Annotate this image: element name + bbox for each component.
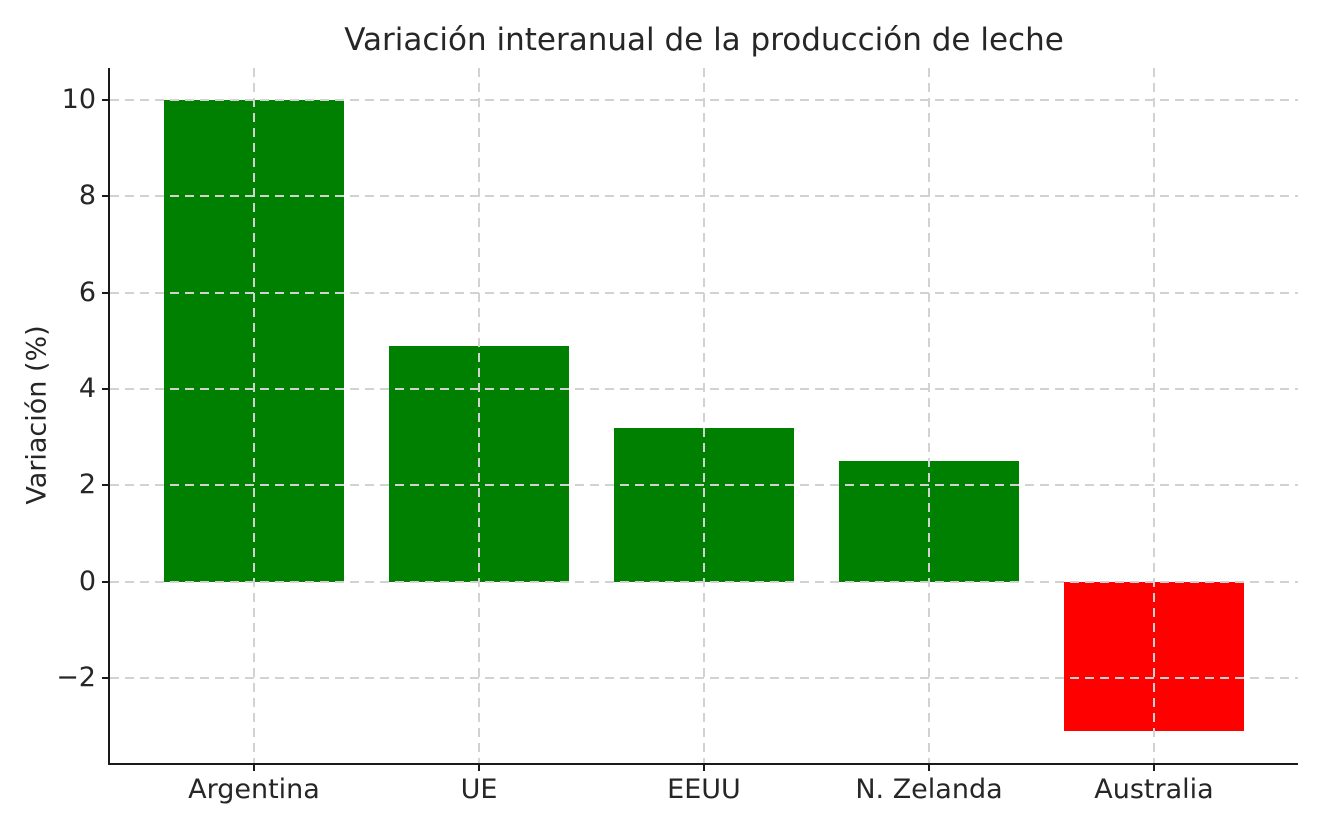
y-tick-mark — [102, 98, 110, 101]
bottom-spine — [108, 763, 1298, 765]
gridline-v-eeuu — [703, 68, 705, 763]
gridline-v-ue — [478, 68, 480, 763]
x-tick-mark — [928, 763, 930, 771]
y-tick-mark — [102, 291, 110, 294]
x-tick-label-australia: Australia — [1094, 774, 1214, 805]
y-tick-label: 8 — [78, 180, 96, 212]
y-tick-mark — [102, 195, 110, 198]
x-tick-label-n-zelanda: N. Zelanda — [855, 774, 1003, 805]
y-tick-label: 4 — [78, 372, 96, 404]
y-tick-mark — [102, 677, 110, 680]
x-tick-label-argentina: Argentina — [188, 774, 320, 805]
y-tick-mark — [102, 484, 110, 487]
y-tick-label: 6 — [78, 276, 96, 308]
x-tick-label-ue: UE — [460, 774, 498, 805]
y-tick-label: 10 — [61, 83, 96, 115]
gridline-v-australia — [1153, 68, 1155, 763]
x-tick-label-eeuu: EEUU — [667, 774, 741, 805]
left-spine — [108, 68, 110, 765]
y-tick-label: 0 — [78, 565, 96, 597]
y-tick-label: 2 — [78, 469, 96, 501]
x-tick-mark — [1153, 763, 1155, 771]
x-tick-mark — [253, 763, 255, 771]
y-tick-label: −2 — [56, 662, 96, 694]
chart-title: Variación interanual de la producción de… — [344, 22, 1064, 58]
y-tick-mark — [102, 580, 110, 583]
y-tick-mark — [102, 387, 110, 390]
gridline-v-n-zelanda — [928, 68, 930, 763]
gridline-v-argentina — [253, 68, 255, 763]
x-tick-mark — [703, 763, 705, 771]
x-tick-mark — [478, 763, 480, 771]
